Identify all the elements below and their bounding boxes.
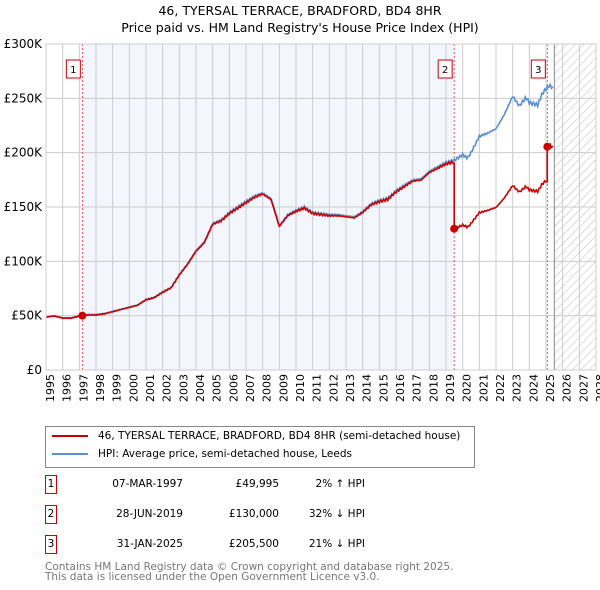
x-tick-label: 2000 xyxy=(127,374,140,402)
transaction-marker-label: 2 xyxy=(442,65,448,76)
legend: 46, TYERSAL TERRACE, BRADFORD, BD4 8HR (… xyxy=(45,426,475,468)
transaction-marker: 2 xyxy=(45,505,57,524)
plot-area: 1995 1996 1997 1998 1999 2000 2001 2002 2003 2004… xyxy=(4,37,600,402)
x-tick-label: 1995 xyxy=(44,374,57,402)
y-tick-label: £250K xyxy=(4,91,44,105)
x-tick-label: 2003 xyxy=(177,374,190,402)
x-tick-label: 2027 xyxy=(577,374,590,402)
legend-red-line xyxy=(52,435,88,437)
x-tick-label: 2007 xyxy=(244,374,257,402)
x-tick-label: 2026 xyxy=(561,374,574,402)
price-paid-line xyxy=(45,142,554,320)
x-tick-label: 2023 xyxy=(511,374,524,402)
transaction-marker: 3 xyxy=(45,535,57,554)
y-tick-label: £0 xyxy=(27,363,42,377)
transaction-point xyxy=(543,142,552,151)
x-tick-label: 2002 xyxy=(161,374,174,402)
x-tick-label: 1997 xyxy=(77,374,90,402)
transaction-hpi-diff: 2% ↑ HPI xyxy=(315,478,365,490)
transaction-hpi-diff: 32% ↓ HPI xyxy=(308,508,365,520)
x-tick-label: 2020 xyxy=(461,374,474,402)
legend-property: 46, TYERSAL TERRACE, BRADFORD, BD4 8HR (… xyxy=(98,430,461,442)
chart-subtitle: Price paid vs. HM Land Registry's House … xyxy=(121,20,479,35)
x-tick-label: 2015 xyxy=(377,374,390,402)
footer: Contains HM Land Registry data © Crown c… xyxy=(45,561,454,583)
y-tick-label: £300K xyxy=(4,37,44,51)
transaction-date: 31-JAN-2025 xyxy=(116,538,183,550)
x-tick-label: 2008 xyxy=(261,374,274,402)
x-tick-label: 2022 xyxy=(494,374,507,402)
transaction-marker-box xyxy=(65,59,81,79)
x-tick-label: 2006 xyxy=(227,374,240,402)
transaction-price: £130,000 xyxy=(228,508,279,520)
transaction-marker-label: 1 xyxy=(70,65,76,76)
transaction-point xyxy=(78,311,87,320)
transaction-row: 3 31-JAN-2025 £205,500 21% ↓ HPI xyxy=(45,535,405,555)
transaction-marker-label: 3 xyxy=(535,65,541,76)
x-tick-label: 2004 xyxy=(194,374,207,402)
x-tick-label: 2024 xyxy=(527,374,540,402)
x-tick-label: 1998 xyxy=(94,374,107,402)
y-tick-label: £200K xyxy=(4,146,44,160)
y-tick-label: £50K xyxy=(11,309,43,323)
transaction-marker-box xyxy=(530,59,546,79)
x-tick-label: 2019 xyxy=(444,374,457,402)
legend-hpi: HPI: Average price, semi-detached house,… xyxy=(98,448,352,460)
legend-blue-line xyxy=(52,453,88,455)
x-tick-label: 2012 xyxy=(327,374,340,402)
chart-title: 46, TYERSAL TERRACE, BRADFORD, BD4 8HR xyxy=(158,3,442,18)
x-tick-label: 2011 xyxy=(311,374,324,402)
x-tick-label: 2017 xyxy=(411,374,424,402)
x-tick-label: 2010 xyxy=(294,374,307,402)
x-tick-label: 2005 xyxy=(211,374,224,402)
footer-line2: This data is licensed under the Open Gov… xyxy=(45,571,380,583)
transaction-row: 1 07-MAR-1997 £49,995 2% ↑ HPI xyxy=(45,475,405,495)
x-tick-label: 2021 xyxy=(477,374,490,402)
footer-line1: Contains HM Land Registry data © Crown c… xyxy=(45,561,454,573)
x-tick-label: 2001 xyxy=(144,374,157,402)
x-tick-label: 2013 xyxy=(344,374,357,402)
x-tick-label: 2028 xyxy=(594,374,600,402)
transaction-price: £49,995 xyxy=(235,478,279,490)
transaction-point xyxy=(450,224,459,233)
transaction-marker-box xyxy=(437,59,453,79)
y-tick-label: £150K xyxy=(4,200,44,214)
y-tick-label: £100K xyxy=(4,254,44,268)
x-tick-label: 2014 xyxy=(361,374,374,402)
x-tick-label: 2025 xyxy=(544,374,557,402)
transaction-hpi-diff: 21% ↓ HPI xyxy=(308,538,365,550)
x-tick-label: 2016 xyxy=(394,374,407,402)
transaction-date: 07-MAR-1997 xyxy=(112,478,183,490)
transaction-date: 28-JUN-2019 xyxy=(116,508,183,520)
x-tick-label: 2009 xyxy=(277,374,290,402)
x-tick-label: 2018 xyxy=(427,374,440,402)
x-tick-label: 1996 xyxy=(61,374,74,402)
transaction-marker: 1 xyxy=(45,475,57,494)
transaction-price: £205,500 xyxy=(228,538,279,550)
transaction-row: 2 28-JUN-2019 £130,000 32% ↓ HPI xyxy=(45,505,405,525)
plot-border xyxy=(45,43,597,371)
x-tick-label: 1999 xyxy=(111,374,124,402)
